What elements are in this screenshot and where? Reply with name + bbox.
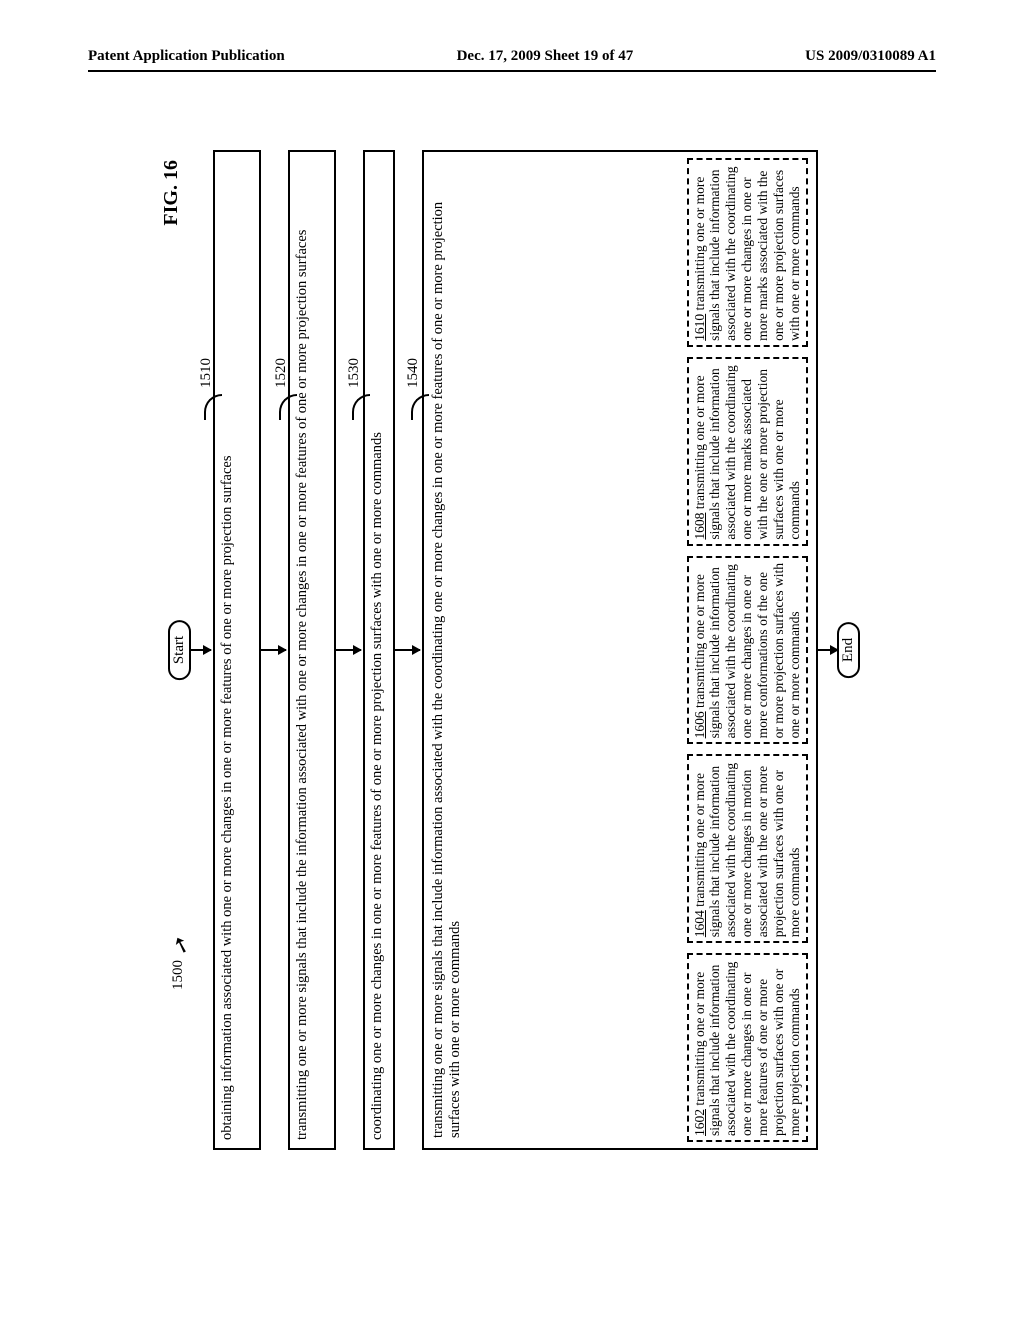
sub-1606-ref: 1606 [692,711,707,738]
sub-1602: 1602 transmitting one or more signals th… [687,953,808,1142]
ref-1510-num: 1510 [198,358,215,388]
header-right: US 2009/0310089 A1 [805,48,936,65]
step-1530: coordinating one or more changes in one … [363,150,395,1150]
step-1510-text: obtaining information associated with on… [219,456,235,1141]
arrow-1540-end [818,649,838,651]
flowchart: FIG. 16 1500 ➚ Start obtaining informati… [160,150,860,1150]
sub-1604-ref: 1604 [692,910,707,937]
step-1530-text: coordinating one or more changes in one … [369,432,385,1140]
sub-1608: 1608 transmitting one or more signals th… [687,357,808,546]
start-terminal: Start [168,620,191,680]
sub-1608-ref: 1608 [692,513,707,540]
ref-1510-leader [204,394,222,420]
arrow-1520-1530 [336,649,361,651]
step-1540-text: transmitting one or more signals that in… [428,160,469,1140]
ref-1520-leader [279,394,297,420]
header-rule [88,70,936,72]
arrow-start-1510 [189,649,211,651]
arrow-1530-1540 [395,649,420,651]
ref-1520-num: 1520 [273,358,290,388]
header-left: Patent Application Publication [88,48,285,65]
sub-1604: 1604 transmitting one or more signals th… [687,754,808,943]
step-1520: transmitting one or more signals that in… [288,150,336,1150]
ref-1530-num: 1530 [346,358,363,388]
sub-1606-text: transmitting one or more signals that in… [692,563,803,738]
ref-1500-arrow-icon: ➚ [173,934,189,955]
sub-1606: 1606 transmitting one or more signals th… [687,556,808,745]
step-1510: obtaining information associated with on… [213,150,261,1150]
diagram-rotation-wrap: FIG. 16 1500 ➚ Start obtaining informati… [10,300,1010,1000]
sub-1610-text: transmitting one or more signals that in… [692,166,803,340]
ref-1530-leader [352,394,370,420]
page-header: Patent Application Publication Dec. 17, … [0,48,1024,65]
ref-1500: 1500 ➚ [170,936,187,990]
sub-1610-ref: 1610 [692,314,707,341]
sub-box-row: 1602 transmitting one or more signals th… [687,158,808,1142]
sub-1604-text: transmitting one or more signals that in… [692,763,803,937]
sub-1602-text: transmitting one or more signals that in… [692,962,803,1136]
sub-1608-text: transmitting one or more signals that in… [692,365,803,539]
step-1540: transmitting one or more signals that in… [422,150,818,1150]
ref-1540-num: 1540 [405,358,422,388]
ref-1540-leader [411,394,429,420]
arrow-1510-1520 [261,649,286,651]
step-1520-text: transmitting one or more signals that in… [294,230,310,1140]
ref-1500-num: 1500 [170,960,187,990]
header-center: Dec. 17, 2009 Sheet 19 of 47 [457,48,634,65]
figure-label: FIG. 16 [160,160,183,226]
end-terminal: End [837,622,860,678]
sub-1610: 1610 transmitting one or more signals th… [687,158,808,347]
sub-1602-ref: 1602 [692,1109,707,1136]
